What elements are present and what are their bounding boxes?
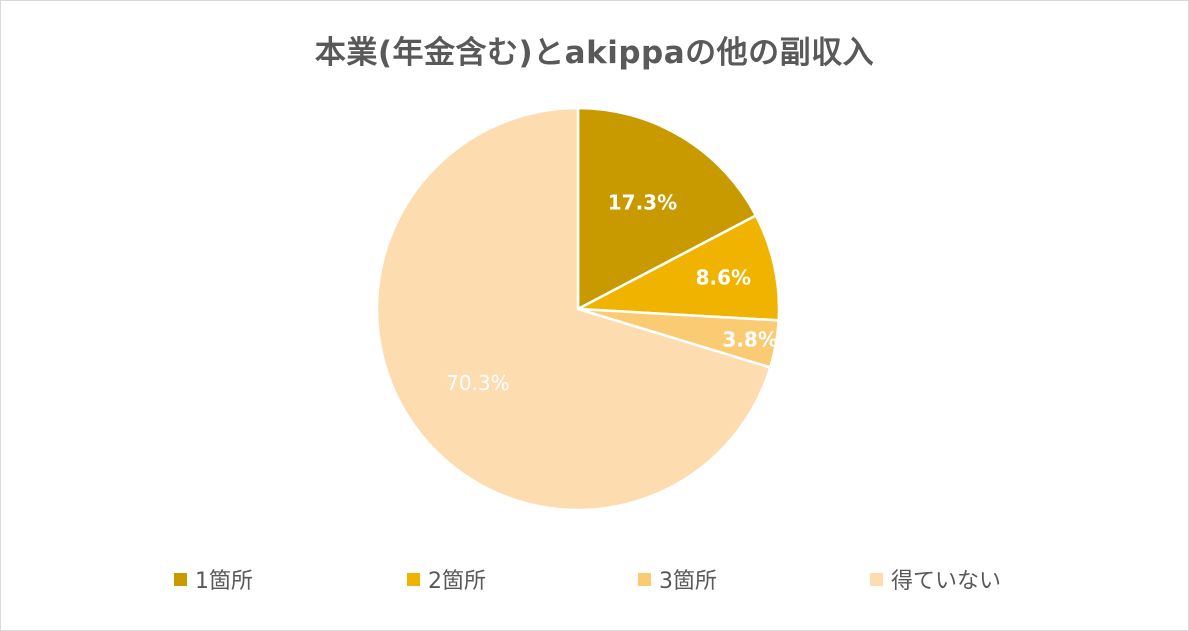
legend-item-4: 得ていない xyxy=(870,563,1001,595)
data-label-2: 8.6% xyxy=(696,265,751,289)
legend-label-2: 2箇所 xyxy=(428,569,486,594)
chart-title: 本業(年金含む)とakippaの他の副収入 xyxy=(314,35,875,71)
data-label-3: 3.8% xyxy=(722,328,777,352)
legend-swatch-2 xyxy=(407,572,420,586)
legend-item-2: 2箇所 xyxy=(407,563,486,595)
data-label-1: 17.3% xyxy=(608,190,677,214)
legend-swatch-4 xyxy=(870,572,883,586)
legend-label-1: 1箇所 xyxy=(195,569,253,594)
legend: 1箇所 2箇所 3箇所 得ていない xyxy=(1,563,1188,599)
pie-slice-2 xyxy=(576,214,781,322)
legend-label-3: 3箇所 xyxy=(659,569,717,594)
pie-slice-4 xyxy=(375,106,772,512)
pie-data-labels: 17.3% 8.6% 3.8% 70.3% xyxy=(446,190,778,395)
legend-swatch-1 xyxy=(174,572,187,586)
legend-swatch-3 xyxy=(638,572,651,586)
legend-label-4: 得ていない xyxy=(891,569,1002,594)
pie-slices xyxy=(375,106,781,512)
data-label-4: 70.3% xyxy=(446,371,510,395)
pie-slice-1 xyxy=(576,106,758,311)
legend-item-1: 1箇所 xyxy=(174,563,253,595)
legend-item-3: 3箇所 xyxy=(638,563,717,595)
